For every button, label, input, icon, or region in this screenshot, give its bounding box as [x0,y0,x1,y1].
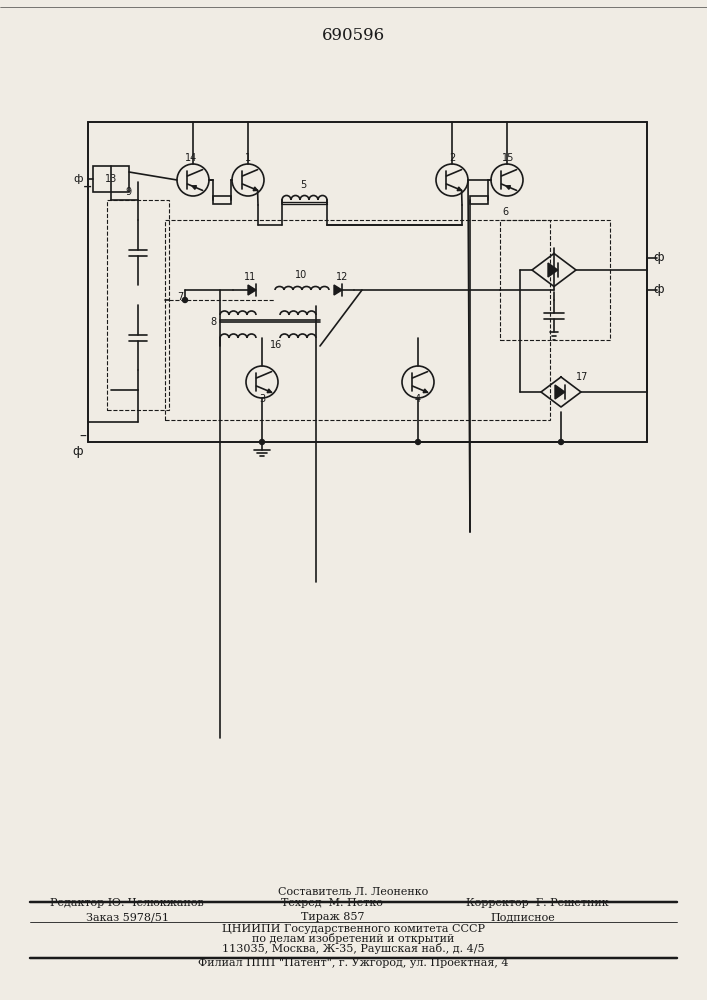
Polygon shape [334,285,342,295]
Text: Филиал ППП "Патент", г. Ужгород, ул. Проектная, 4: Филиал ППП "Патент", г. Ужгород, ул. Про… [198,958,509,968]
Text: Тираж 857: Тираж 857 [300,912,364,922]
Text: ЦНИИПИ Государственного комитета СССР: ЦНИИПИ Государственного комитета СССР [222,924,485,934]
Text: +: + [83,182,92,192]
Text: по делам изобретений и открытий: по делам изобретений и открытий [252,934,455,944]
Text: 10: 10 [295,270,308,280]
Text: 17: 17 [576,372,588,382]
Text: Корректор  Г. Решетник: Корректор Г. Решетник [466,898,609,908]
Bar [500,220,610,340]
Polygon shape [192,186,197,189]
Circle shape [559,440,563,444]
Text: 7: 7 [177,292,183,302]
Text: ф: ф [74,174,83,184]
Text: 8: 8 [210,317,216,327]
Polygon shape [248,285,256,295]
Text: ф: ф [654,284,665,296]
Text: 690596: 690596 [322,26,385,43]
Bar [165,220,550,420]
Text: Составитель Л. Леоненко: Составитель Л. Леоненко [279,887,428,897]
Bar [107,200,169,410]
Text: Техред  М. Петко: Техред М. Петко [281,898,383,908]
Polygon shape [423,389,428,393]
Text: 1: 1 [245,153,251,163]
Polygon shape [267,389,271,393]
Circle shape [259,440,264,444]
Text: Редактор Ю. Челюкжанов: Редактор Ю. Челюкжанов [50,898,204,908]
Text: ф: ф [73,446,83,458]
Text: –: – [80,430,86,444]
Text: 113035, Москва, Ж-35, Раушская наб., д. 4/5: 113035, Москва, Ж-35, Раушская наб., д. … [222,944,485,954]
Polygon shape [253,187,257,191]
Circle shape [416,440,421,444]
Polygon shape [506,186,510,189]
Circle shape [182,298,187,302]
Bar [88,122,647,442]
Polygon shape [555,385,565,399]
Text: ф: ф [654,251,665,264]
Text: 9: 9 [125,187,131,197]
Text: 11: 11 [244,272,256,282]
Text: 3: 3 [259,394,265,404]
Text: 13: 13 [105,174,117,184]
Text: 14: 14 [185,153,197,163]
Text: 4: 4 [415,394,421,404]
Bar [93,166,129,192]
Text: 15: 15 [502,153,515,163]
Text: Заказ 5978/51: Заказ 5978/51 [86,912,169,922]
Text: 16: 16 [270,340,282,350]
Polygon shape [548,263,558,277]
Text: 5: 5 [300,180,306,190]
Bar [213,196,231,204]
Text: Подписное: Подписное [491,912,556,922]
Text: 2: 2 [449,153,455,163]
Text: 6: 6 [502,207,508,217]
Text: 12: 12 [336,272,349,282]
Polygon shape [457,187,462,191]
Bar [470,196,488,204]
